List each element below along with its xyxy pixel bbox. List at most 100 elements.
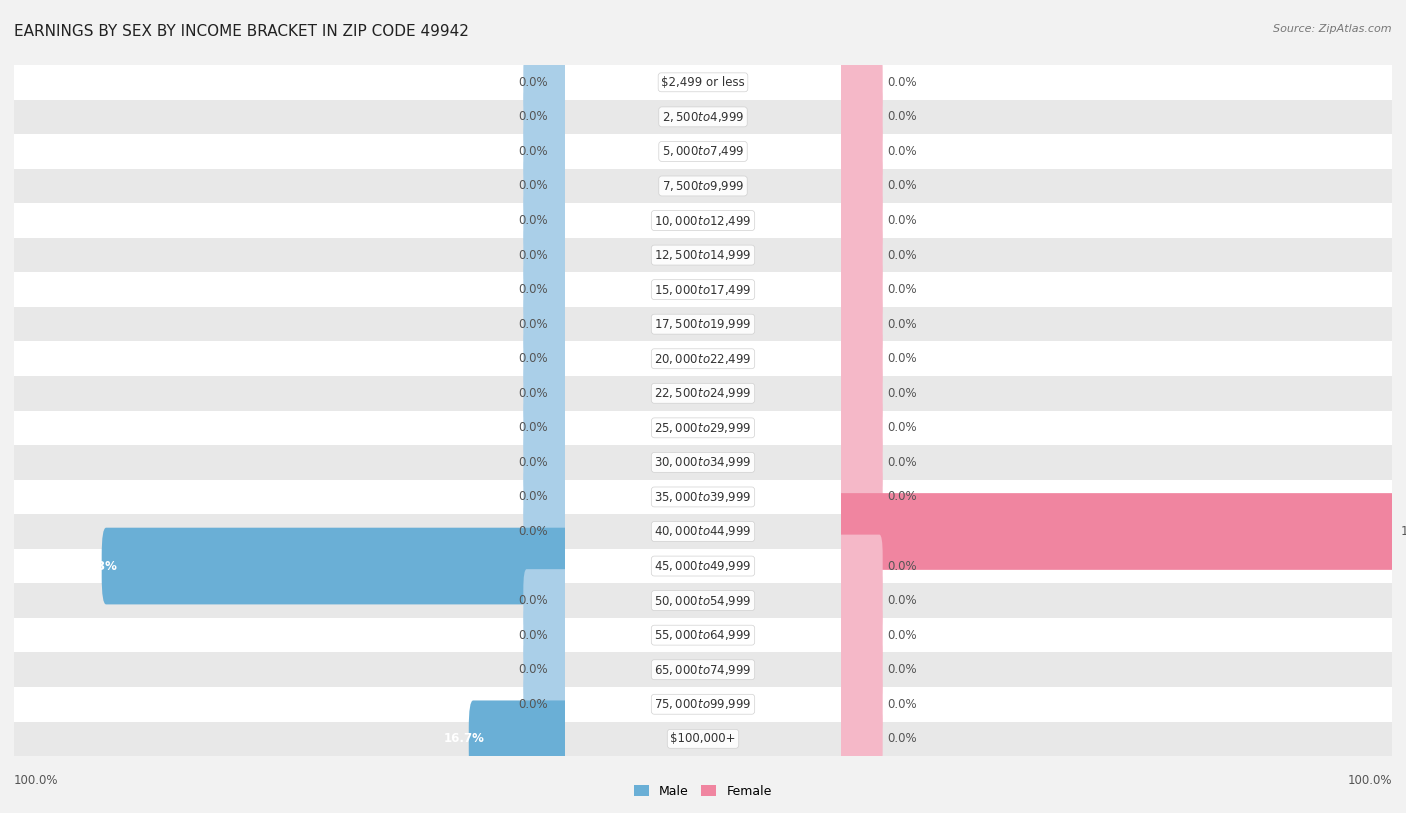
FancyBboxPatch shape bbox=[0, 272, 1406, 307]
FancyBboxPatch shape bbox=[0, 376, 1144, 411]
FancyBboxPatch shape bbox=[523, 604, 568, 667]
FancyBboxPatch shape bbox=[0, 687, 1144, 722]
Text: 0.0%: 0.0% bbox=[887, 352, 917, 365]
FancyBboxPatch shape bbox=[0, 237, 1406, 272]
FancyBboxPatch shape bbox=[262, 652, 1406, 687]
FancyBboxPatch shape bbox=[0, 652, 1144, 687]
FancyBboxPatch shape bbox=[838, 431, 883, 493]
Text: 0.0%: 0.0% bbox=[519, 180, 548, 193]
Text: $75,000 to $99,999: $75,000 to $99,999 bbox=[654, 698, 752, 711]
FancyBboxPatch shape bbox=[838, 569, 883, 632]
Text: $17,500 to $19,999: $17,500 to $19,999 bbox=[654, 317, 752, 331]
FancyBboxPatch shape bbox=[523, 466, 568, 528]
FancyBboxPatch shape bbox=[0, 376, 1406, 411]
FancyBboxPatch shape bbox=[262, 515, 1406, 549]
FancyBboxPatch shape bbox=[0, 307, 1406, 341]
Text: 100.0%: 100.0% bbox=[1400, 525, 1406, 538]
FancyBboxPatch shape bbox=[262, 237, 1406, 272]
Text: 0.0%: 0.0% bbox=[887, 76, 917, 89]
FancyBboxPatch shape bbox=[838, 189, 883, 252]
Text: 0.0%: 0.0% bbox=[887, 594, 917, 607]
FancyBboxPatch shape bbox=[523, 293, 568, 355]
Text: 0.0%: 0.0% bbox=[519, 352, 548, 365]
FancyBboxPatch shape bbox=[262, 307, 1406, 341]
Text: 0.0%: 0.0% bbox=[887, 663, 917, 676]
FancyBboxPatch shape bbox=[523, 259, 568, 321]
FancyBboxPatch shape bbox=[0, 652, 1406, 687]
Text: $7,500 to $9,999: $7,500 to $9,999 bbox=[662, 179, 744, 193]
FancyBboxPatch shape bbox=[838, 397, 883, 459]
FancyBboxPatch shape bbox=[0, 272, 1144, 307]
Text: 0.0%: 0.0% bbox=[887, 111, 917, 124]
FancyBboxPatch shape bbox=[523, 85, 568, 148]
FancyBboxPatch shape bbox=[838, 707, 883, 770]
Text: 0.0%: 0.0% bbox=[887, 180, 917, 193]
FancyBboxPatch shape bbox=[262, 169, 1406, 203]
Text: 0.0%: 0.0% bbox=[887, 421, 917, 434]
FancyBboxPatch shape bbox=[0, 237, 1144, 272]
FancyBboxPatch shape bbox=[262, 480, 1406, 515]
FancyBboxPatch shape bbox=[0, 65, 1144, 99]
FancyBboxPatch shape bbox=[838, 638, 883, 701]
FancyBboxPatch shape bbox=[0, 687, 1406, 722]
FancyBboxPatch shape bbox=[0, 134, 1406, 169]
Text: 0.0%: 0.0% bbox=[887, 249, 917, 262]
Text: 100.0%: 100.0% bbox=[1347, 774, 1392, 787]
Text: 0.0%: 0.0% bbox=[519, 318, 548, 331]
Text: 0.0%: 0.0% bbox=[519, 421, 548, 434]
FancyBboxPatch shape bbox=[0, 411, 1406, 446]
FancyBboxPatch shape bbox=[838, 154, 883, 217]
FancyBboxPatch shape bbox=[0, 134, 1144, 169]
Text: Source: ZipAtlas.com: Source: ZipAtlas.com bbox=[1274, 24, 1392, 34]
Text: 0.0%: 0.0% bbox=[519, 145, 548, 158]
Text: $12,500 to $14,999: $12,500 to $14,999 bbox=[654, 248, 752, 262]
FancyBboxPatch shape bbox=[523, 638, 568, 701]
FancyBboxPatch shape bbox=[523, 224, 568, 286]
FancyBboxPatch shape bbox=[838, 673, 883, 736]
Text: $45,000 to $49,999: $45,000 to $49,999 bbox=[654, 559, 752, 573]
FancyBboxPatch shape bbox=[0, 549, 1406, 584]
Text: 0.0%: 0.0% bbox=[887, 698, 917, 711]
FancyBboxPatch shape bbox=[0, 618, 1406, 652]
Text: EARNINGS BY SEX BY INCOME BRACKET IN ZIP CODE 49942: EARNINGS BY SEX BY INCOME BRACKET IN ZIP… bbox=[14, 24, 470, 39]
FancyBboxPatch shape bbox=[0, 341, 1406, 376]
Text: 0.0%: 0.0% bbox=[519, 525, 548, 538]
Text: $100,000+: $100,000+ bbox=[671, 733, 735, 746]
FancyBboxPatch shape bbox=[523, 569, 568, 632]
Text: $40,000 to $44,999: $40,000 to $44,999 bbox=[654, 524, 752, 538]
FancyBboxPatch shape bbox=[523, 120, 568, 183]
FancyBboxPatch shape bbox=[0, 307, 1144, 341]
FancyBboxPatch shape bbox=[523, 154, 568, 217]
FancyBboxPatch shape bbox=[262, 584, 1406, 618]
FancyBboxPatch shape bbox=[838, 362, 883, 424]
FancyBboxPatch shape bbox=[0, 480, 1144, 515]
Text: $2,499 or less: $2,499 or less bbox=[661, 76, 745, 89]
FancyBboxPatch shape bbox=[101, 528, 569, 604]
FancyBboxPatch shape bbox=[0, 446, 1144, 480]
FancyBboxPatch shape bbox=[0, 99, 1406, 134]
Text: 0.0%: 0.0% bbox=[519, 111, 548, 124]
Text: 0.0%: 0.0% bbox=[519, 456, 548, 469]
Text: $20,000 to $22,499: $20,000 to $22,499 bbox=[654, 352, 752, 366]
FancyBboxPatch shape bbox=[838, 259, 883, 321]
FancyBboxPatch shape bbox=[0, 341, 1144, 376]
Text: 0.0%: 0.0% bbox=[887, 214, 917, 227]
FancyBboxPatch shape bbox=[468, 701, 569, 777]
FancyBboxPatch shape bbox=[837, 493, 1396, 570]
FancyBboxPatch shape bbox=[838, 85, 883, 148]
Text: $10,000 to $12,499: $10,000 to $12,499 bbox=[654, 214, 752, 228]
FancyBboxPatch shape bbox=[838, 120, 883, 183]
FancyBboxPatch shape bbox=[262, 618, 1406, 652]
Text: 0.0%: 0.0% bbox=[519, 663, 548, 676]
Text: 0.0%: 0.0% bbox=[519, 628, 548, 641]
FancyBboxPatch shape bbox=[523, 431, 568, 493]
FancyBboxPatch shape bbox=[262, 65, 1406, 99]
FancyBboxPatch shape bbox=[0, 722, 1144, 756]
FancyBboxPatch shape bbox=[262, 687, 1406, 722]
FancyBboxPatch shape bbox=[838, 466, 883, 528]
Text: 100.0%: 100.0% bbox=[14, 774, 59, 787]
FancyBboxPatch shape bbox=[262, 203, 1406, 237]
Text: 0.0%: 0.0% bbox=[519, 594, 548, 607]
FancyBboxPatch shape bbox=[262, 376, 1406, 411]
Text: 0.0%: 0.0% bbox=[519, 490, 548, 503]
